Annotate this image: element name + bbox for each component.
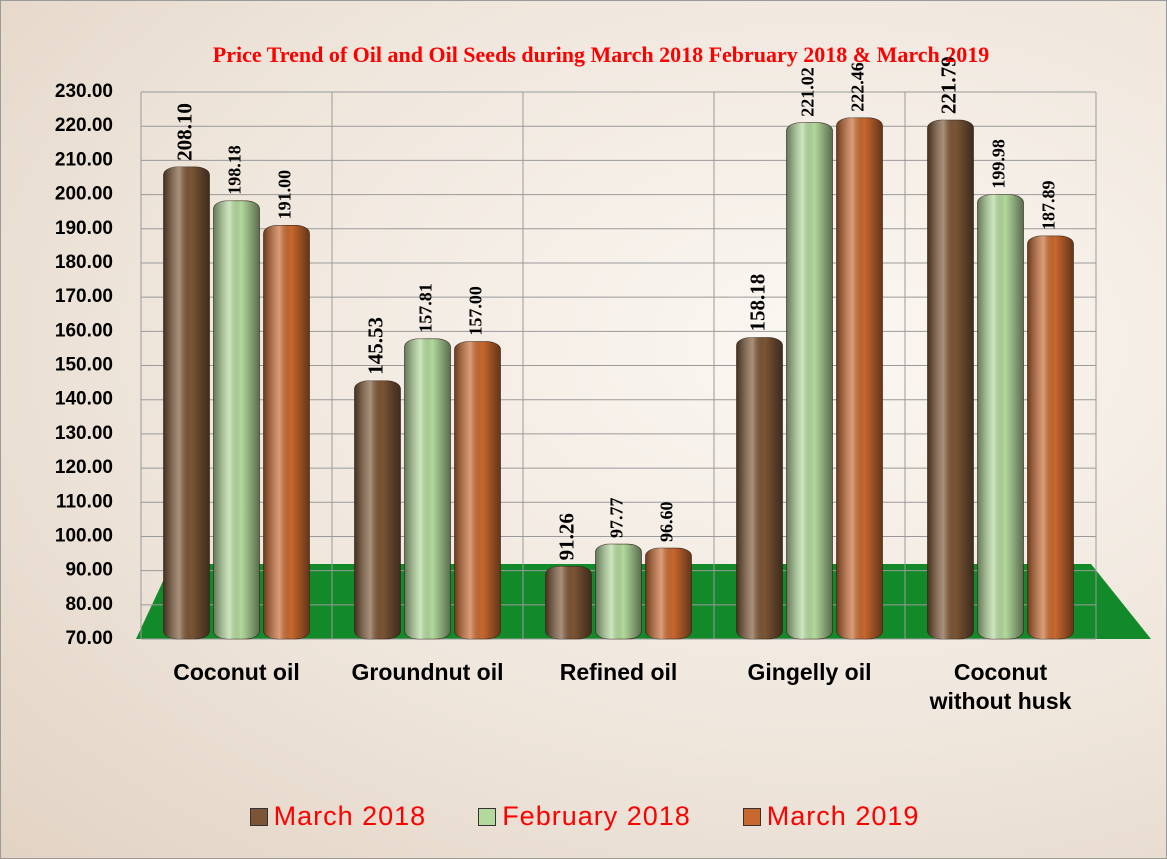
x-tick-label: Gingelly oil [720, 658, 900, 687]
bar-shade [355, 381, 401, 639]
y-tick-label: 230.00 [55, 81, 113, 102]
y-tick-label: 180.00 [55, 252, 113, 273]
value-label: 157.81 [416, 283, 436, 333]
value-label: 157.00 [466, 286, 486, 336]
y-tick-label: 190.00 [55, 218, 113, 239]
value-label: 221.02 [798, 67, 818, 117]
value-label: 96.60 [657, 502, 677, 543]
y-tick-label: 170.00 [55, 286, 113, 307]
y-tick-label: 200.00 [55, 184, 113, 205]
chart: 70.00 80.00 90.00 100.00 110.00 120.00 130.00 1… [0, 0, 1167, 859]
legend-swatch [743, 808, 761, 826]
legend-swatch [478, 808, 496, 826]
y-tick-label: 140.00 [55, 389, 113, 410]
value-label: 97.77 [607, 498, 627, 539]
value-label: 91.26 [554, 513, 578, 560]
x-tick-label: Refined oil [529, 658, 709, 687]
legend-item: March 2018 [250, 801, 427, 832]
y-tick-label: 80.00 [65, 594, 113, 615]
bar-shade [264, 225, 310, 639]
chart-title: Price Trend of Oil and Oil Seeds during … [121, 39, 1081, 71]
legend-item: February 2018 [478, 801, 691, 832]
bar-shade [787, 123, 833, 639]
bar-shade [928, 120, 974, 639]
bar-shade [546, 566, 592, 639]
value-label: 145.53 [363, 317, 387, 375]
bar-shade [737, 338, 783, 639]
y-tick-label: 100.00 [55, 525, 113, 546]
y-tick-label: 150.00 [55, 355, 113, 376]
bar-shade [405, 339, 451, 639]
legend-label: March 2019 [767, 801, 920, 832]
bar-shade [978, 195, 1024, 639]
bar-shade [596, 544, 642, 639]
value-label: 198.18 [225, 145, 245, 195]
x-tick-label: Groundnut oil [338, 658, 518, 687]
bar-shade [164, 167, 210, 639]
bar-shade [646, 548, 692, 639]
legend-item: March 2019 [743, 801, 920, 832]
y-tick-label: 70.00 [65, 628, 113, 649]
value-label: 208.10 [172, 103, 196, 161]
bar-shade [455, 342, 501, 639]
value-label: 199.98 [989, 139, 1009, 189]
legend-label: February 2018 [502, 801, 691, 832]
y-tick-label: 210.00 [55, 149, 113, 170]
y-tick-label: 220.00 [55, 115, 113, 136]
y-tick-label: 130.00 [55, 423, 113, 444]
value-label: 191.00 [275, 170, 295, 220]
y-tick-label: 90.00 [65, 560, 113, 581]
x-tick-label: Coconut oil [147, 658, 327, 687]
x-tick-label: Coconut without husk [911, 658, 1091, 716]
y-tick-label: 160.00 [55, 320, 113, 341]
y-tick-label: 120.00 [55, 457, 113, 478]
legend-label: March 2018 [274, 801, 427, 832]
value-label: 158.18 [745, 274, 769, 332]
value-label: 187.89 [1039, 180, 1059, 230]
plot: 70.00 80.00 90.00 100.00 110.00 120.00 130.00 1… [1, 1, 1166, 858]
bar-shade [214, 201, 260, 639]
bar-shade [837, 118, 883, 639]
legend-swatch [250, 808, 268, 826]
y-tick-label: 110.00 [56, 491, 113, 512]
bar-shade [1028, 236, 1074, 639]
legend: March 2018 February 2018 March 2019 [1, 801, 1167, 832]
